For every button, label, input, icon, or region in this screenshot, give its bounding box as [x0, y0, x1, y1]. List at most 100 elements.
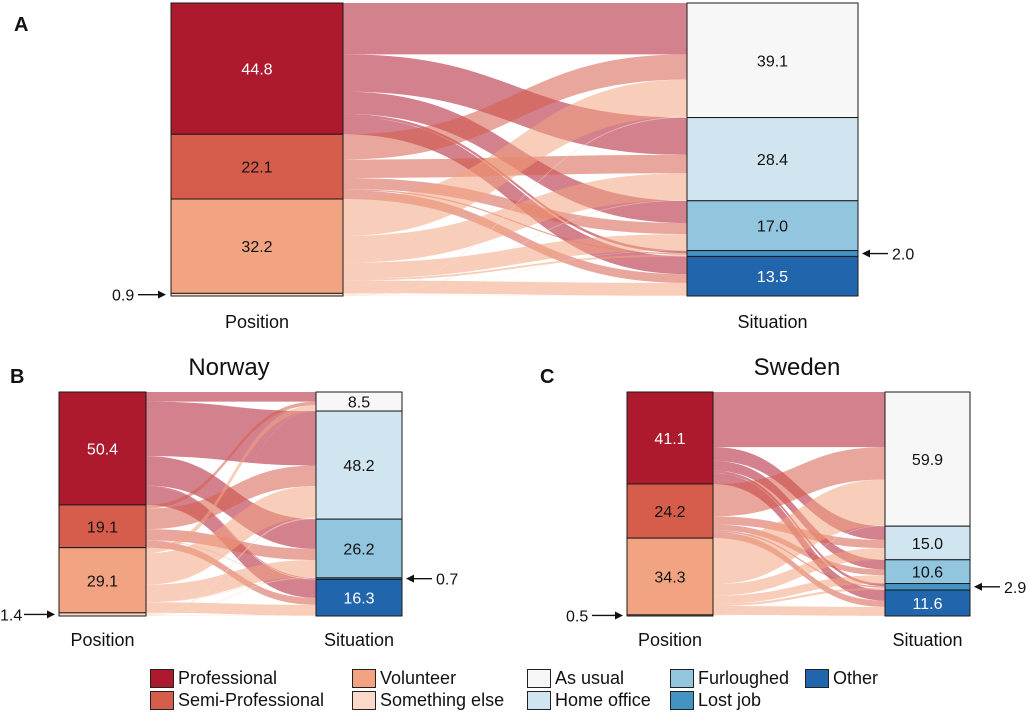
- flow-volunteer-to-furloughed: [146, 559, 316, 602]
- right-axis-label: Situation: [324, 630, 394, 650]
- left-node-label-professional: 41.1: [654, 431, 685, 448]
- panel-c: 41.1 24.2 34.3 0.5 59.9 15.0 10.6 2.9 11.6 Positi…: [540, 354, 1026, 650]
- flow-volunteer-to-lost-job: [713, 587, 885, 606]
- legend-swatch-lost-job: [670, 690, 694, 710]
- right-pointer-arrowhead: [974, 582, 982, 591]
- right-node-label-furloughed: 26.2: [343, 542, 374, 559]
- legend-swatch-as-usual: [527, 668, 551, 688]
- flows: [713, 392, 885, 616]
- legend-swatch-furloughed: [670, 668, 694, 688]
- right-node-lost-job: [686, 250, 859, 257]
- flow-something-else-to-furloughed: [146, 577, 316, 616]
- right-node-label-as-usual: 8.5: [348, 395, 370, 412]
- left-node-something-else: [58, 612, 147, 617]
- flow-volunteer-to-as-usual: [343, 79, 687, 236]
- left-node-professional: [58, 391, 147, 506]
- legend-label-something-else: Something else: [380, 689, 505, 710]
- flow-something-else-to-home-office: [146, 517, 316, 615]
- left-node-label-something-else: 0.5: [566, 608, 588, 625]
- panel-a: 44.8 22.1 32.2 0.9 39.1 28.4 17.0 2.0 13.5 Positi…: [14, 2, 914, 332]
- left-node-label-semi-professional: 22.1: [241, 160, 272, 177]
- right-node-as-usual: [884, 391, 971, 527]
- flow-something-else-to-as-usual: [713, 525, 885, 616]
- right-node-home-office: [686, 117, 859, 202]
- panel-label: B: [10, 366, 24, 388]
- right-pointer-arrowhead: [862, 249, 870, 258]
- flow-volunteer-to-home-office: [146, 486, 316, 585]
- legend-item-as-usual: As usual: [527, 668, 624, 688]
- flows: [146, 392, 316, 616]
- legend-swatch-other: [805, 668, 829, 688]
- left-node-label-something-else: 1.4: [0, 607, 22, 624]
- left-node-something-else: [170, 292, 344, 297]
- left-pointer-arrowhead: [47, 610, 55, 619]
- left-node-label-semi-professional: 24.2: [654, 504, 685, 521]
- flow-volunteer-to-furloughed: [713, 575, 885, 604]
- left-axis-label: Position: [70, 630, 134, 650]
- legend-item-other: Other: [805, 668, 878, 688]
- flow-volunteer-to-home-office: [713, 548, 885, 596]
- legend-item-semi-professional: Semi-Professional: [150, 690, 324, 710]
- right-pointer-arrowhead: [406, 574, 414, 583]
- flow-volunteer-to-lost-job: [343, 254, 687, 281]
- left-node-volunteer: [58, 547, 147, 614]
- panel-title: Sweden: [754, 354, 841, 381]
- right-node-label-furloughed: 10.6: [912, 565, 943, 582]
- flow-semi-professional-to-home-office: [146, 465, 316, 530]
- right-node-label-as-usual: 59.9: [912, 452, 943, 469]
- flow-something-else-to-as-usual: [343, 116, 687, 295]
- flow-something-else-to-furloughed: [713, 583, 885, 616]
- panel-title: Norway: [188, 354, 269, 381]
- right-node-lost-job: [884, 583, 971, 591]
- left-node-label-semi-professional: 19.1: [87, 519, 118, 536]
- right-node-label-lost-job: 2.0: [892, 247, 914, 264]
- right-node-other: [686, 255, 859, 297]
- right-node-label-lost-job: 2.9: [1004, 580, 1026, 597]
- left-node-label-volunteer: 34.3: [654, 570, 685, 587]
- flow-volunteer-to-as-usual: [146, 405, 316, 554]
- flow-volunteer-to-furloughed: [343, 234, 687, 279]
- flow-something-else-to-lost-job: [343, 256, 687, 296]
- left-axis-label: Position: [638, 630, 702, 650]
- legend-item-furloughed: Furloughed: [670, 668, 789, 688]
- right-node-furloughed: [686, 200, 859, 252]
- flow-semi-professional-to-lost-job: [713, 530, 885, 588]
- flow-professional-to-as-usual: [343, 3, 687, 55]
- right-node-other: [884, 589, 971, 617]
- flow-something-else-to-furloughed: [343, 250, 687, 296]
- legend-item-professional: Professional: [150, 668, 277, 688]
- panel-b: 50.4 19.1 29.1 1.4 8.5 48.2 26.2 0.7 16.3 Positio…: [0, 354, 458, 650]
- left-node-semi-professional: [58, 504, 147, 549]
- legend-label-volunteer: Volunteer: [380, 667, 457, 688]
- legend-item-something-else: Something else: [352, 690, 504, 710]
- right-node-label-as-usual: 39.1: [757, 53, 788, 70]
- flow-professional-to-home-office: [146, 401, 316, 466]
- left-node-label-volunteer: 32.2: [241, 239, 272, 256]
- legend-label-home-office: Home office: [555, 689, 651, 710]
- left-node-semi-professional: [626, 483, 714, 539]
- right-node-label-furloughed: 17.0: [757, 219, 788, 236]
- left-pointer-arrowhead: [615, 611, 623, 620]
- legend-swatch-semi-professional: [150, 690, 174, 710]
- right-node-other: [315, 578, 403, 617]
- flow-volunteer-to-lost-job: [146, 578, 316, 603]
- legend-swatch-volunteer: [352, 668, 376, 688]
- right-node-label-other: 16.3: [343, 591, 374, 608]
- legend-label-furloughed: Furloughed: [698, 667, 790, 688]
- legend-label-as-usual: As usual: [555, 667, 625, 688]
- right-node-label-home-office: 28.4: [757, 152, 788, 169]
- left-node-something-else: [626, 614, 714, 617]
- right-node-label-other: 11.6: [913, 596, 943, 613]
- right-node-label-lost-job: 0.7: [436, 572, 458, 589]
- legend-swatch-professional: [150, 668, 174, 688]
- flow-something-else-to-other: [146, 615, 316, 616]
- panel-label: C: [540, 366, 554, 388]
- left-node-professional: [626, 391, 714, 485]
- left-node-label-professional: 44.8: [241, 62, 272, 79]
- left-pointer-arrowhead: [158, 290, 166, 299]
- flow-volunteer-to-as-usual: [713, 479, 885, 585]
- legend-label-lost-job: Lost job: [698, 689, 762, 710]
- flow-semi-professional-to-other: [343, 190, 687, 283]
- right-node-home-office: [884, 525, 971, 561]
- flow-professional-to-as-usual: [146, 392, 316, 402]
